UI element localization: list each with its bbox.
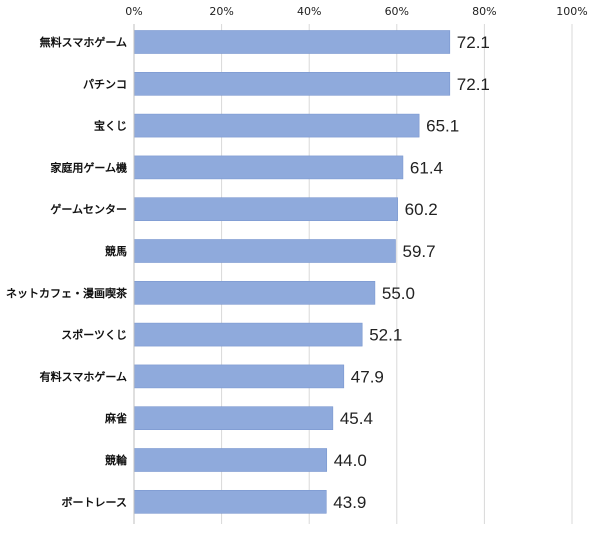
value-label: 45.4: [340, 409, 373, 428]
value-label: 65.1: [426, 117, 459, 136]
bar: [133, 197, 398, 221]
bar: [133, 155, 404, 180]
category-label: スポーツくじ: [61, 328, 127, 342]
category-label: 家庭用ゲーム機: [50, 160, 127, 174]
value-labels: 72.1 72.1 65.1 61.4 60.2 59.7 55.0 52.1 47.9 45.4…: [333, 33, 490, 512]
category-label: 宝くじ: [94, 119, 127, 133]
value-label: 52.1: [369, 326, 402, 345]
category-label: ボートレース: [62, 495, 127, 509]
x-tick-label: 40%: [297, 5, 321, 18]
bar: [133, 280, 376, 305]
value-label: 43.9: [333, 493, 366, 512]
gridlines: [221, 24, 573, 524]
category-label: 競輪: [105, 453, 128, 467]
bar: [133, 406, 334, 431]
x-tick-label: 60%: [385, 5, 409, 18]
x-tick-label: 0%: [125, 5, 142, 18]
x-tick-label: 100%: [556, 5, 587, 18]
bars: [133, 30, 451, 514]
category-label: 競馬: [105, 244, 127, 258]
category-label: 有料スマホゲーム: [40, 369, 127, 383]
category-label: 麻雀: [104, 411, 127, 425]
bar: [133, 448, 328, 472]
category-label: パチンコ: [83, 78, 127, 91]
value-label: 44.0: [334, 451, 367, 470]
bar: [133, 30, 451, 54]
value-label: 59.7: [402, 242, 435, 261]
value-label: 55.0: [382, 284, 415, 303]
x-tick-label: 80%: [472, 5, 496, 18]
category-labels: 無料スマホゲームパチンコ宝くじ家庭用ゲーム機ゲームセンター競馬ネットカフェ・漫画…: [6, 35, 128, 509]
category-label: ネットカフェ・漫画喫茶: [6, 286, 128, 300]
value-label: 72.1: [457, 33, 490, 52]
bar: [133, 364, 345, 389]
bar: [133, 489, 327, 514]
category-label: ゲームセンター: [50, 202, 127, 216]
x-tick-label: 20%: [209, 5, 233, 18]
bar: [133, 72, 451, 96]
value-label: 47.9: [351, 367, 384, 386]
bar: [133, 322, 363, 347]
x-axis-ticks: 0% 20% 40% 60% 80% 100%: [125, 5, 587, 18]
value-label: 61.4: [410, 158, 443, 177]
value-label: 72.1: [457, 75, 490, 94]
category-label: 無料スマホゲーム: [40, 35, 127, 49]
bar: [133, 113, 420, 138]
value-label: 60.2: [405, 200, 438, 219]
bar: [133, 239, 396, 263]
